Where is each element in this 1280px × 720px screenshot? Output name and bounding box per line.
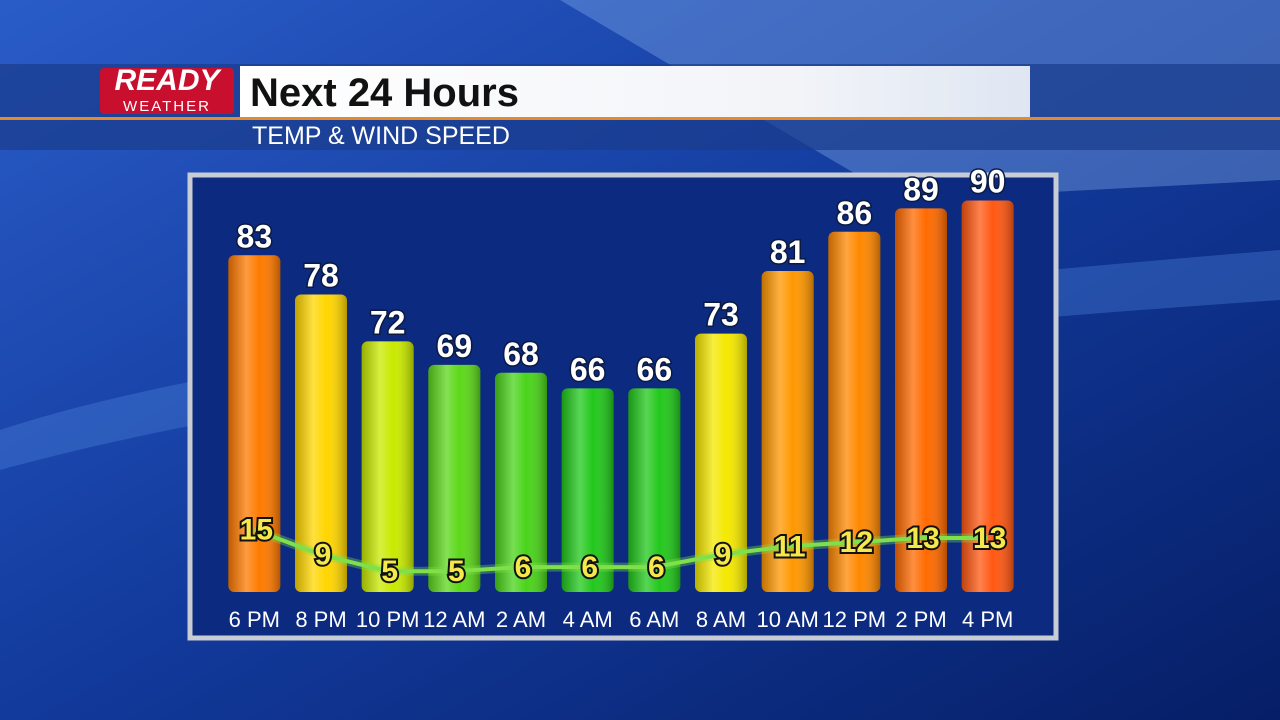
title-box [240,66,1030,118]
bar-shading [895,208,947,593]
bar-shading [561,388,614,592]
wind-label: 11 [774,530,806,563]
temp-label: 73 [703,297,739,333]
bar-shading [695,333,747,592]
wind-label: 12 [840,526,873,559]
bar-shading [228,255,281,592]
temp-label: 66 [637,351,673,387]
bar-shading [495,372,547,592]
wind-label: 13 [906,522,939,555]
temp-label: 81 [770,234,806,270]
chart-subtitle: TEMP & WIND SPEED [252,122,510,150]
bar-shading [961,200,1014,592]
temp-label: 89 [903,171,939,207]
temp-label: 69 [437,328,473,364]
x-tick-label: 10 PM [356,607,420,632]
x-tick-label: 6 PM [229,607,280,632]
bar-shading [761,270,814,592]
wind-label: 6 [581,551,598,584]
wind-line [253,527,988,574]
logo [100,68,234,114]
logo-subtext: WEATHER [123,98,211,115]
bar-shading [428,364,481,592]
x-tick-label: 2 PM [895,607,946,632]
wind-label: 13 [973,522,1006,555]
x-tick-label: 8 PM [295,607,346,632]
x-tick-label: 6 AM [629,607,679,632]
wind-label: 9 [315,539,332,572]
temp-label: 86 [837,195,873,231]
x-tick-label: 4 PM [962,607,1013,632]
x-tick-label: 4 AM [563,607,613,632]
temp-label: 83 [237,218,273,254]
x-tick-label: 12 PM [823,607,887,632]
temp-label: 72 [370,304,406,340]
temp-label: 66 [570,351,606,387]
bar-shading [628,388,681,592]
x-tick-label: 8 AM [696,607,746,632]
wind-label: 9 [715,539,732,572]
wind-label: 5 [448,555,465,588]
temp-label: 68 [503,336,539,372]
temp-label: 78 [303,257,339,293]
wind-label: 6 [515,551,532,584]
wind-label: 15 [240,514,273,547]
x-tick-label: 12 AM [423,607,485,632]
x-tick-label: 2 AM [496,607,546,632]
wind-label: 6 [648,551,665,584]
chart-title: Next 24 Hours [250,71,519,115]
x-tick-label: 10 AM [756,607,818,632]
wind-label: 5 [381,555,398,588]
temp-label: 90 [970,163,1006,199]
bar-shading [828,231,881,592]
header-rule [0,117,1280,120]
logo-text: READY [114,64,222,97]
bar-shading [295,294,347,592]
bar-shading [361,341,414,592]
